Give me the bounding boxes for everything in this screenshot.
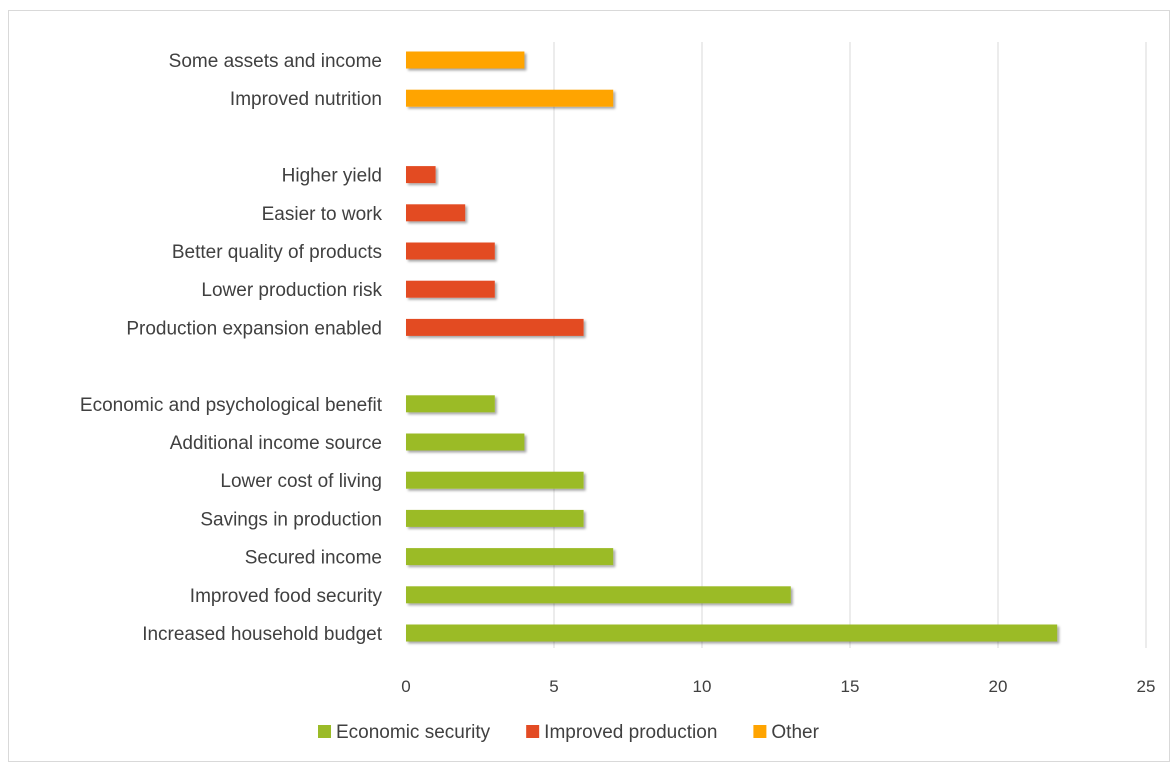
legend-swatch (318, 725, 331, 738)
category-label: Secured income (245, 548, 382, 569)
x-tick-label: 15 (841, 677, 860, 696)
category-label: Savings in production (200, 509, 382, 530)
category-label: Improved nutrition (230, 89, 382, 110)
x-tick-label: 0 (401, 677, 410, 696)
legend: Economic security Improved production Othe… (318, 722, 820, 743)
category-label: Lower production risk (201, 280, 382, 301)
category-label: Some assets and income (169, 51, 382, 72)
bar (406, 433, 525, 451)
x-axis-ticks: 0 5 10 15 20 25 (401, 677, 1155, 696)
bar (406, 51, 525, 69)
bar (406, 509, 584, 527)
legend-label: Other (771, 722, 819, 743)
bar (406, 280, 495, 298)
category-label: Higher yield (282, 166, 382, 187)
category-label: Easier to work (262, 204, 383, 225)
bar (406, 624, 1058, 642)
legend-swatch (753, 725, 767, 738)
gridlines (553, 42, 1147, 648)
category-label: Increased household budget (142, 624, 383, 645)
bar (406, 89, 614, 107)
category-labels: Some assets and income Improved nutrition… (80, 51, 383, 645)
bar (406, 471, 584, 489)
x-tick-label: 25 (1137, 677, 1156, 696)
chart-frame (8, 10, 1170, 762)
category-label: Better quality of products (172, 242, 382, 263)
category-label: Lower cost of living (220, 471, 382, 492)
bar (406, 166, 436, 184)
legend-swatch (526, 725, 540, 738)
bar (406, 204, 466, 222)
x-tick-label: 5 (549, 677, 558, 696)
category-label: Production expansion enabled (126, 318, 382, 339)
bar (406, 586, 791, 604)
bar (406, 395, 495, 413)
legend-label: Economic security (336, 722, 491, 743)
bars (406, 51, 1058, 642)
legend-label: Improved production (544, 722, 717, 743)
bar (406, 548, 614, 566)
bar (406, 242, 495, 260)
category-label: Improved food security (190, 586, 383, 607)
x-tick-label: 10 (693, 677, 712, 696)
x-tick-label: 20 (989, 677, 1008, 696)
category-label: Economic and psychological benefit (80, 395, 383, 416)
category-label: Additional income source (170, 433, 382, 454)
bar (406, 318, 584, 336)
